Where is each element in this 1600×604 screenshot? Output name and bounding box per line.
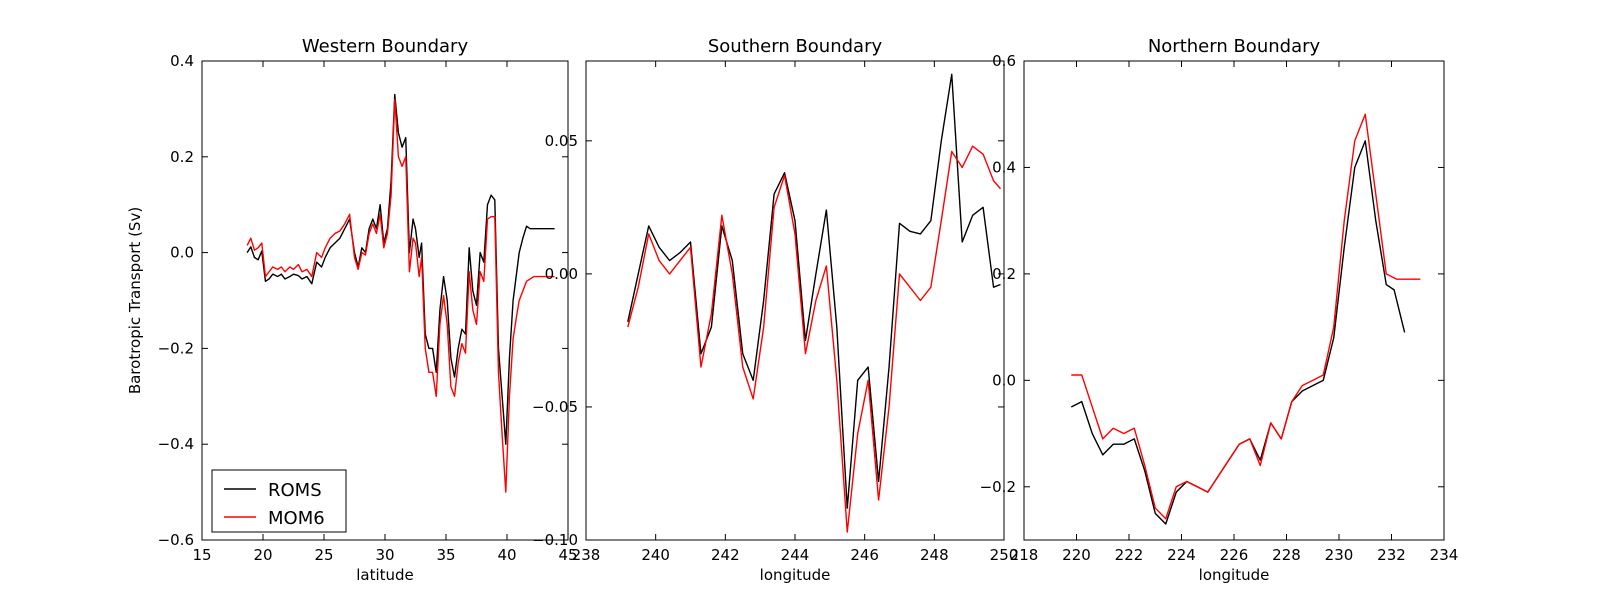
- series-line-mom6: [627, 145, 1002, 533]
- y-tick-label: −0.2: [158, 339, 194, 357]
- x-axis-label: latitude: [356, 566, 414, 584]
- panel-1: 15 20 25 30 35 40 45 −0.6 −0.4 −0.2 0.0 0.2 0.4 Weste…: [126, 36, 578, 584]
- x-tick-label: 250: [990, 546, 1019, 564]
- x-tick-label: 228: [1272, 546, 1301, 564]
- series-line-roms: [1070, 140, 1406, 525]
- y-tick-label: 0.05: [545, 132, 578, 150]
- y-tick-label: 0.6: [992, 52, 1016, 70]
- plot-frame: [1023, 60, 1445, 541]
- y-tick-label: 0.2: [170, 148, 194, 166]
- y-tick-label: −0.6: [158, 531, 194, 549]
- chart-title: Southern Boundary: [708, 36, 883, 57]
- x-tick-label: 45: [558, 546, 577, 564]
- legend-label: MOM6: [268, 508, 325, 529]
- x-tick-label: 246: [850, 546, 879, 564]
- x-axis-label: longitude: [760, 566, 831, 584]
- y-tick-label: 0.00: [545, 265, 578, 283]
- y-tick-label: 0.0: [170, 244, 194, 262]
- chart-title: Western Boundary: [302, 36, 469, 57]
- plot-frame: [201, 60, 569, 541]
- y-tick-label: 0.2: [992, 265, 1016, 283]
- x-axis-label: longitude: [1199, 566, 1270, 584]
- x-tick-label: 248: [920, 546, 949, 564]
- x-tick-label: 238: [572, 546, 601, 564]
- x-tick-label: 30: [375, 546, 394, 564]
- x-tick-label: 234: [1430, 546, 1459, 564]
- y-tick-label: −0.10: [532, 531, 578, 549]
- plot-frame: [585, 60, 1005, 541]
- series-line-roms: [246, 93, 555, 445]
- x-tick-label: 220: [1062, 546, 1091, 564]
- y-tick-label: 0.0: [992, 371, 1016, 389]
- chart-title: Northern Boundary: [1148, 36, 1321, 57]
- y-tick-label: 0.4: [170, 52, 194, 70]
- series-line-mom6: [1071, 113, 1421, 520]
- x-tick-label: 242: [711, 546, 740, 564]
- x-tick-label: 218: [1010, 546, 1039, 564]
- x-tick-label: 25: [314, 546, 333, 564]
- y-axis-label: Barotropic Transport (Sv): [126, 207, 144, 394]
- x-tick-label: 240: [641, 546, 670, 564]
- y-tick-label: 0.4: [992, 158, 1016, 176]
- y-tick-label: −0.2: [980, 478, 1016, 496]
- x-tick-label: 244: [781, 546, 810, 564]
- x-tick-label: 40: [497, 546, 516, 564]
- x-tick-label: 232: [1377, 546, 1406, 564]
- x-tick-label: 20: [253, 546, 272, 564]
- x-tick-label: 15: [192, 546, 211, 564]
- y-tick-label: −0.05: [532, 398, 578, 416]
- legend-box: [211, 469, 347, 533]
- y-tick-label: −0.4: [158, 435, 194, 453]
- x-tick-label: 224: [1167, 546, 1196, 564]
- x-tick-label: 222: [1115, 546, 1144, 564]
- legend: ROMS MOM6: [211, 469, 347, 533]
- panel-3: 218 220 222 224 226 228 230 232 234 −0.2 0.0 0.2 0.4…: [980, 36, 1459, 584]
- legend-label: ROMS: [268, 480, 322, 501]
- panel-2: 238 240 242 244 246 248 250 −0.10 −0.05 0.00 0.05 S…: [532, 36, 1018, 584]
- x-tick-label: 230: [1325, 546, 1354, 564]
- x-tick-label: 226: [1220, 546, 1249, 564]
- series-line-mom6: [246, 98, 555, 493]
- x-tick-label: 35: [436, 546, 455, 564]
- series-line-roms: [627, 73, 1001, 509]
